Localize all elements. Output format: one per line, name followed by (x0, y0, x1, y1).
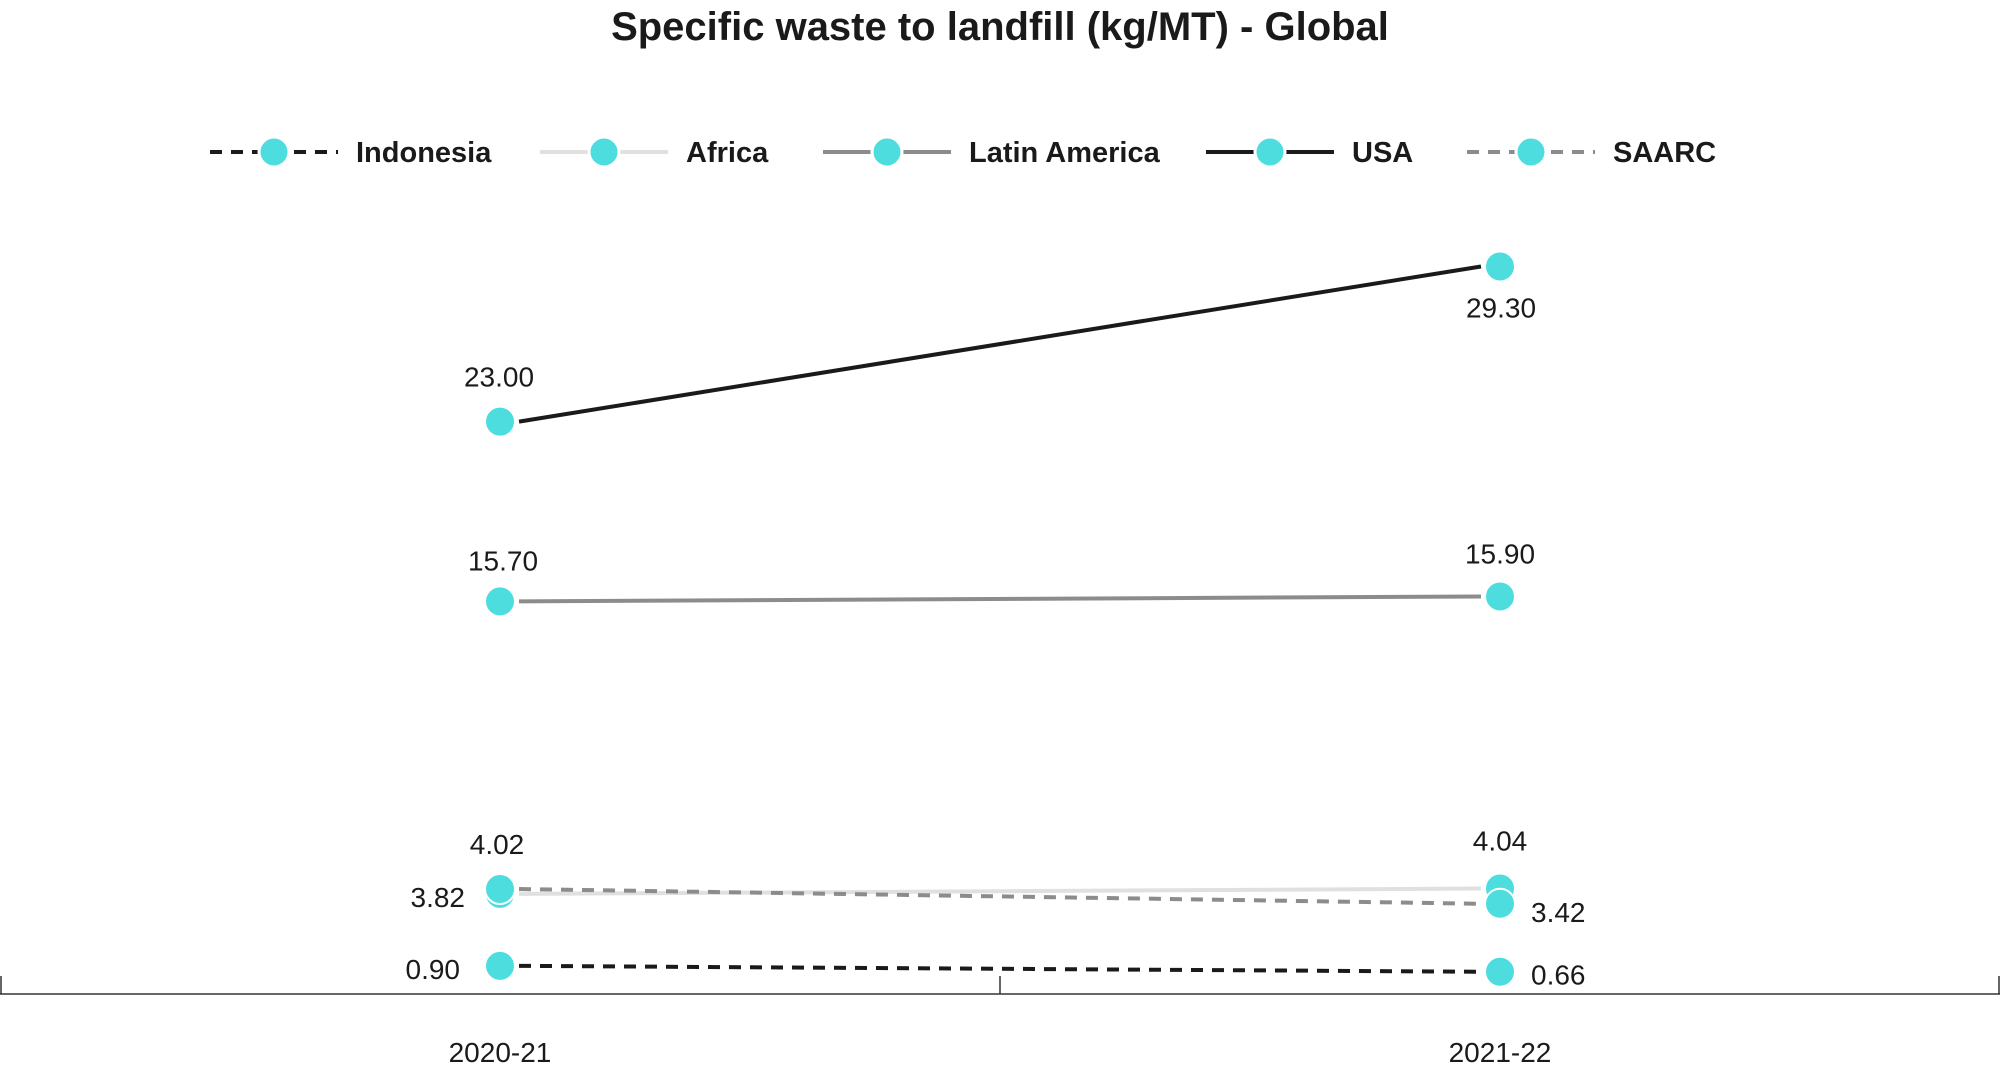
series-lines (518, 264, 1482, 974)
marker-indonesia-2020-21 (484, 949, 516, 982)
marker-saarc-2020-21 (484, 873, 516, 906)
data-label-indonesia-2021-22: 0.66 (1531, 960, 1586, 991)
data-label-usa-2021-22: 29.30 (1466, 292, 1536, 323)
legend-item-africa: Africa (540, 135, 769, 169)
data-label-usa-2020-21: 23.00 (464, 362, 534, 393)
data-labels: 0.90 0.66 3.82 4.04 15.70 15.90 23.00 29.30 4.02… (406, 292, 1586, 990)
marker-usa-2021-22 (1484, 250, 1516, 283)
legend-item-usa: USA (1206, 135, 1413, 169)
marker-latin-america-2021-22 (1484, 580, 1516, 613)
legend-label-africa: Africa (686, 137, 769, 169)
series-line-usa (518, 264, 1482, 424)
x-tick-labels: 2020-21 2021-22 (449, 1037, 1552, 1068)
marker-latin-america-2020-21 (484, 585, 516, 618)
legend-label-indonesia: Indonesia (356, 137, 492, 169)
legend-item-indonesia: Indonesia (210, 135, 492, 169)
data-label-saarc-2021-22: 3.42 (1531, 897, 1586, 928)
legend-marker-saarc (1514, 135, 1548, 169)
x-tick-label-2020-21: 2020-21 (449, 1037, 552, 1068)
data-label-indonesia-2020-21: 0.90 (406, 954, 461, 985)
x-axis (0, 976, 2000, 995)
legend-marker-usa (1253, 135, 1287, 169)
data-markers (484, 250, 1516, 988)
x-tick-label-2021-22: 2021-22 (1449, 1037, 1552, 1068)
data-label-africa-2020-21: 3.82 (411, 882, 466, 913)
marker-indonesia-2021-22 (1484, 955, 1516, 988)
legend-item-saarc: SAARC (1467, 135, 1716, 169)
legend-marker-indonesia (257, 135, 291, 169)
legend-item-latin-america: Latin America (823, 135, 1161, 169)
marker-usa-2020-21 (484, 405, 516, 438)
data-label-africa-2021-22: 4.04 (1473, 826, 1528, 857)
data-label-saarc-2020-21: 4.02 (470, 829, 525, 860)
legend-marker-africa (587, 135, 621, 169)
series-line-africa (518, 886, 1482, 896)
series-line-indonesia (518, 963, 1482, 974)
series-line-latin-america (518, 594, 1482, 604)
legend-label-saarc: SAARC (1613, 137, 1716, 169)
legend-label-latin-america: Latin America (969, 137, 1161, 169)
series-line-saarc (518, 887, 1482, 906)
marker-saarc-2021-22 (1484, 887, 1516, 920)
legend-marker-latin-america (870, 135, 904, 169)
legend: Indonesia Africa Latin America USA SAARC (210, 135, 1716, 169)
data-label-latin-america-2020-21: 15.70 (468, 545, 538, 576)
chart-title: Specific waste to landfill (kg/MT) - Glo… (611, 5, 1389, 49)
data-label-latin-america-2021-22: 15.90 (1465, 538, 1535, 569)
legend-label-usa: USA (1352, 137, 1413, 169)
